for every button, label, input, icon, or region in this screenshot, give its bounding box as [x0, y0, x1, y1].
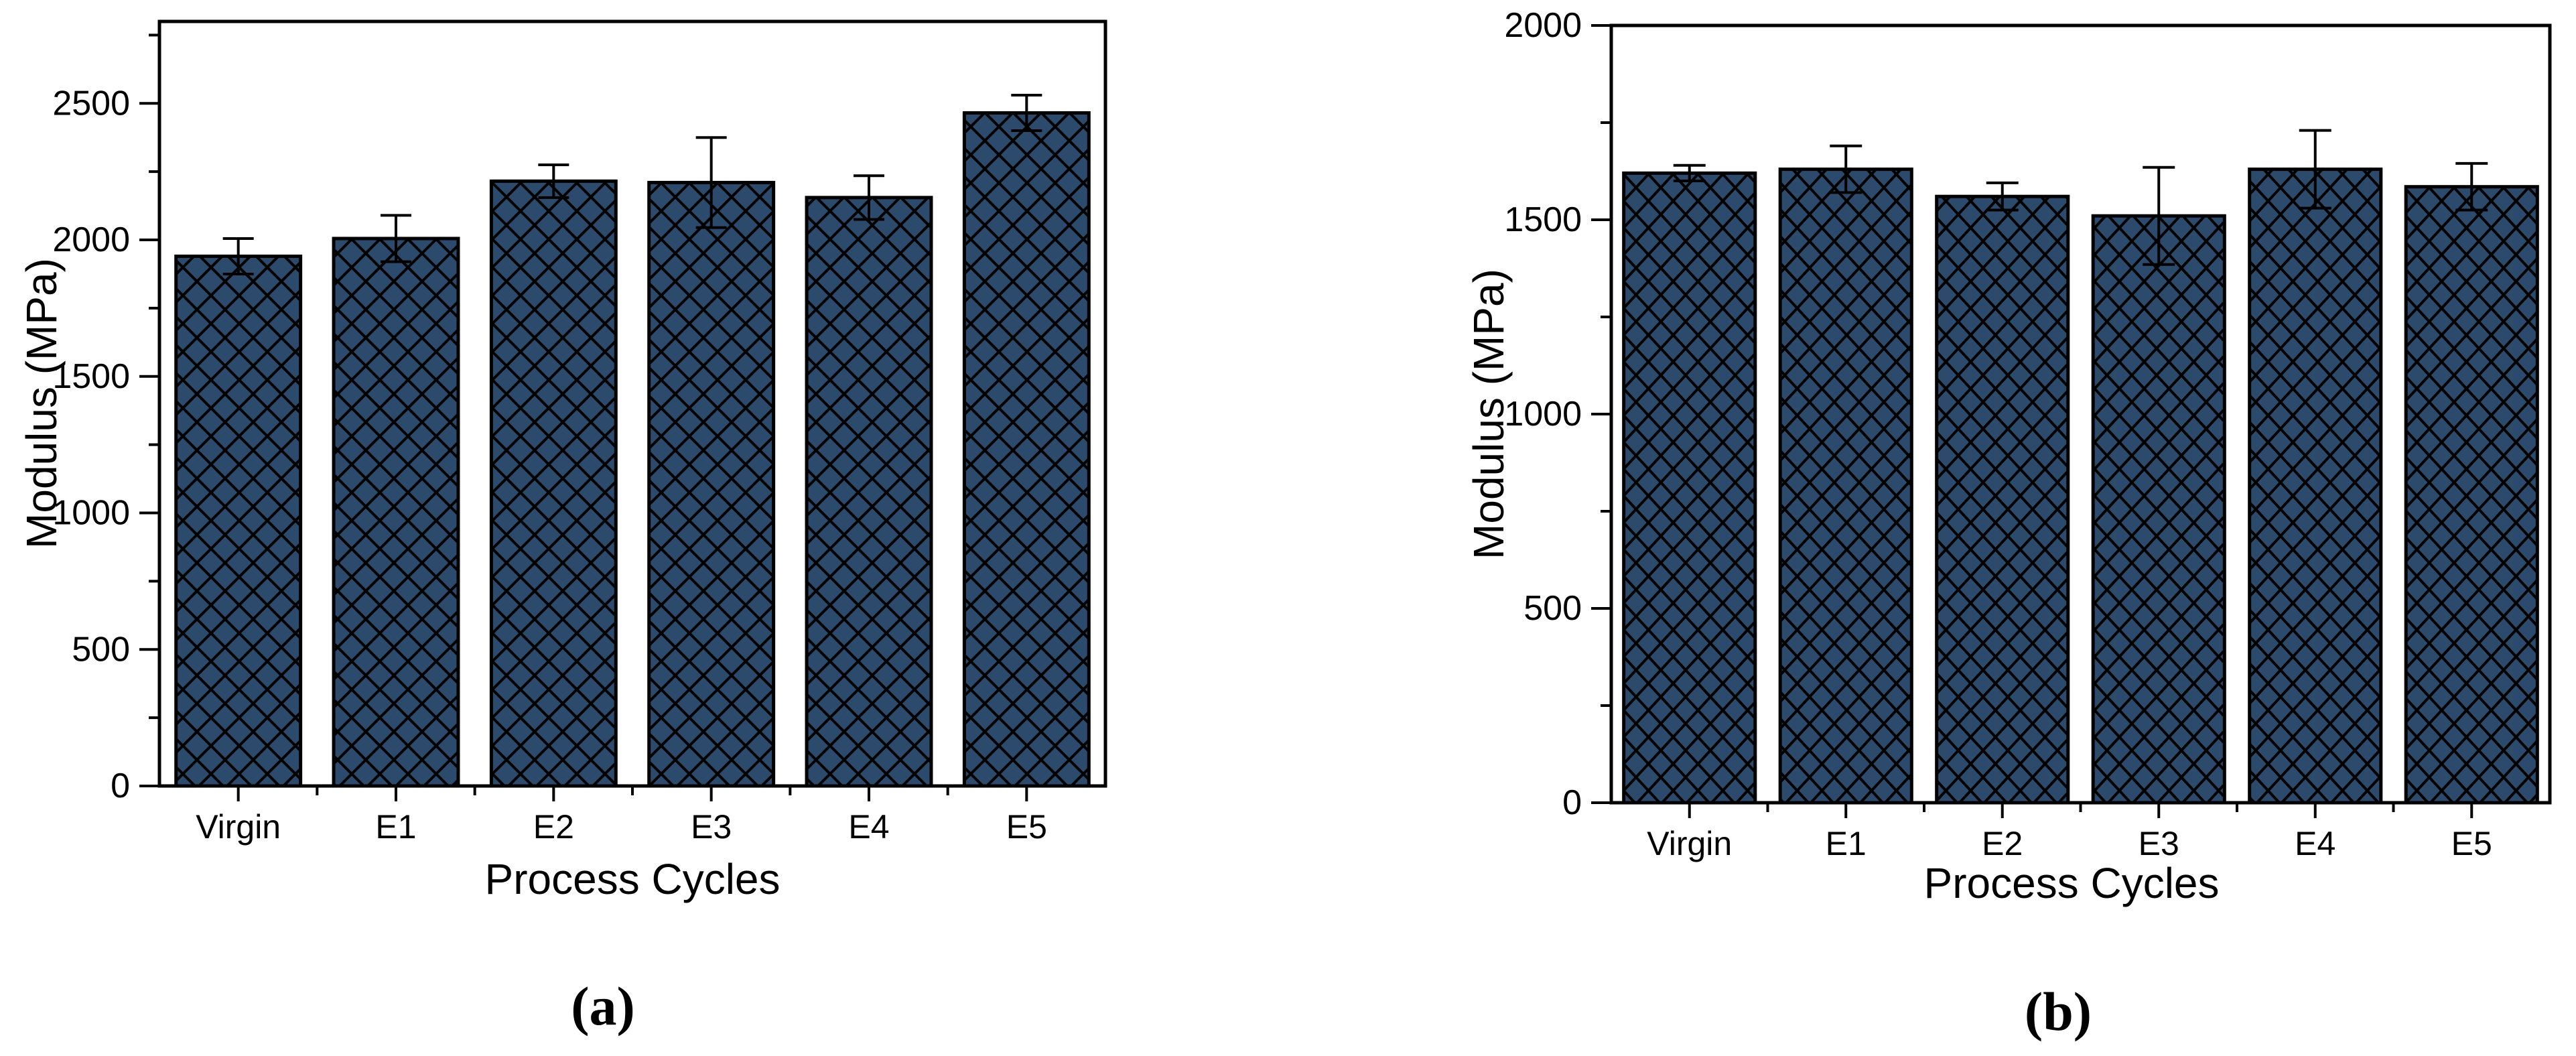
error-bar-b-e5 — [2455, 161, 2488, 212]
bar-a-e3 — [647, 180, 776, 788]
x-tick-label-b-e3: E3 — [2139, 825, 2179, 862]
bar-b-virgin — [1622, 171, 1757, 805]
x-tick-label-b-e2: E2 — [1982, 825, 2023, 862]
y-tick-label-a-1500: 1500 — [52, 357, 130, 396]
y-tick-label-a-2000: 2000 — [52, 220, 130, 259]
panel-a-x-axis-title: Process Cycles — [484, 855, 781, 903]
error-bar-a-e2 — [538, 163, 569, 199]
x-tick-label-a-e1: E1 — [375, 808, 416, 846]
bar-a-e2 — [489, 179, 618, 788]
error-bar-a-virgin — [222, 237, 254, 275]
error-bar-b-e3 — [2143, 166, 2175, 266]
x-tick-label-a-e4: E4 — [848, 808, 889, 846]
y-tick-label-a-2500: 2500 — [52, 84, 130, 123]
panel-a-plot: 0 500 1000 1500 2000 2500 Virgin E1 E2 E3 E4 E5 — [52, 19, 1107, 846]
y-tick-label-a-0: 0 — [111, 767, 130, 805]
panel-b-y-axis-title: Modulus (MPa) — [1465, 269, 1513, 559]
bar-b-e5 — [2404, 185, 2539, 805]
y-tick-label-a-1000: 1000 — [52, 494, 130, 533]
y-tick-label-b-1000: 1000 — [1504, 395, 1582, 434]
bar-a-e5 — [962, 111, 1091, 788]
x-tick-label-b-e5: E5 — [2451, 825, 2492, 862]
error-bar-b-e1 — [1830, 144, 1862, 194]
error-bar-a-e4 — [854, 174, 884, 221]
y-tick-label-a-500: 500 — [72, 630, 130, 669]
x-tick-label-a-e2: E2 — [533, 808, 574, 846]
x-tick-label-a-virgin: Virgin — [196, 808, 281, 846]
panel-b-x-axis-title: Process Cycles — [1923, 859, 2220, 907]
x-tick-label-a-e5: E5 — [1006, 808, 1047, 846]
error-bar-a-e3 — [695, 136, 727, 229]
x-tick-label-a-e3: E3 — [691, 808, 732, 846]
error-bar-a-e5 — [1011, 94, 1042, 132]
bar-b-e2 — [1935, 194, 2070, 805]
y-tick-label-b-500: 500 — [1523, 589, 1582, 628]
bar-a-virgin — [174, 254, 303, 788]
y-tick-label-b-0: 0 — [1562, 783, 1582, 822]
bar-a-e1 — [332, 237, 460, 788]
error-bar-b-e4 — [2299, 129, 2331, 210]
panel-b-plot: 0 500 1000 1500 2000 Virgin E1 E2 E3 E4 E5 — [1504, 6, 2552, 862]
bar-b-e1 — [1778, 168, 1913, 805]
x-tick-label-b-e1: E1 — [1826, 825, 1867, 862]
error-bar-b-e2 — [1986, 181, 2019, 212]
bar-b-e3 — [2091, 214, 2226, 805]
panel-a-caption: (a) — [571, 976, 635, 1037]
panel-a-y-axis-title: Modulus (MPa) — [17, 258, 66, 549]
bar-a-e4 — [805, 196, 933, 788]
bar-b-e4 — [2248, 168, 2383, 805]
x-tick-label-b-virgin: Virgin — [1647, 825, 1732, 862]
panel-b-caption: (b) — [2024, 981, 2092, 1042]
error-bar-b-virgin — [1673, 163, 1706, 182]
x-tick-label-b-e4: E4 — [2295, 825, 2335, 862]
error-bar-a-e1 — [381, 214, 411, 263]
y-tick-label-b-1500: 1500 — [1504, 200, 1582, 239]
y-tick-label-b-2000: 2000 — [1504, 6, 1582, 45]
